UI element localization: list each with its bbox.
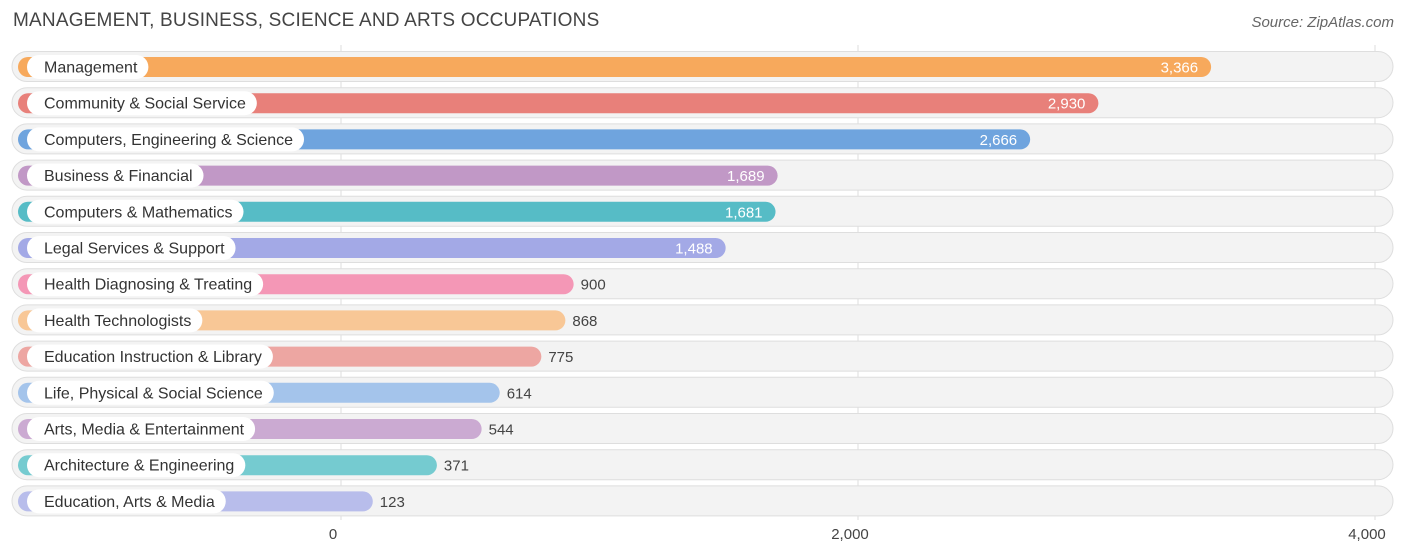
category-label-pill xyxy=(27,163,204,188)
value-label: 3,366 xyxy=(1161,60,1199,77)
category-label-pill xyxy=(27,272,264,297)
category-label: Education Instruction & Library xyxy=(44,349,262,366)
category-label: Computers & Mathematics xyxy=(44,204,233,221)
value-label: 1,689 xyxy=(727,168,765,185)
category-label-pill xyxy=(27,55,149,79)
category-label: Health Technologists xyxy=(44,313,191,330)
category-label: Community & Social Service xyxy=(44,96,246,113)
chart-title: MANAGEMENT, BUSINESS, SCIENCE AND ARTS O… xyxy=(13,10,600,31)
category-label: Computers, Engineering & Science xyxy=(44,132,293,149)
bar xyxy=(18,165,778,186)
category-label-pill xyxy=(27,236,236,260)
category-label: Education, Arts & Media xyxy=(44,494,215,511)
x-tick-label: 4,000 xyxy=(1348,526,1386,543)
value-label: 1,681 xyxy=(725,204,763,221)
value-label: 614 xyxy=(507,385,532,402)
category-label: Architecture & Engineering xyxy=(44,458,234,475)
category-label: Legal Services & Support xyxy=(44,241,225,258)
value-label: 544 xyxy=(489,422,514,439)
value-label: 1,488 xyxy=(675,241,713,258)
category-label-pill xyxy=(27,344,273,369)
x-tick-label: 2,000 xyxy=(831,526,869,543)
source-label: Source: ZipAtlas.com xyxy=(1251,14,1394,31)
bar xyxy=(18,93,1099,114)
category-label: Business & Financial xyxy=(44,168,193,185)
category-label-pill xyxy=(27,199,244,224)
category-label-pill xyxy=(27,489,226,514)
category-label-pill xyxy=(27,91,257,116)
value-label: 775 xyxy=(548,349,573,366)
category-label-pill xyxy=(27,453,246,478)
category-label: Health Diagnosing & Treating xyxy=(44,277,252,294)
value-label: 2,930 xyxy=(1048,96,1086,113)
bar xyxy=(18,57,1212,77)
category-label-pill xyxy=(27,380,274,405)
category-label: Arts, Media & Entertainment xyxy=(44,422,245,439)
value-label: 900 xyxy=(581,277,606,294)
value-label: 868 xyxy=(572,313,597,330)
category-label-pill xyxy=(27,308,203,333)
value-label: 2,666 xyxy=(980,132,1018,149)
category-label: Management xyxy=(44,60,138,77)
x-tick-label: 0 xyxy=(329,526,337,543)
category-label: Life, Physical & Social Science xyxy=(44,385,263,402)
value-label: 123 xyxy=(380,494,405,511)
category-label-pill xyxy=(27,417,256,441)
category-label-pill xyxy=(27,127,305,152)
value-label: 371 xyxy=(444,458,469,475)
